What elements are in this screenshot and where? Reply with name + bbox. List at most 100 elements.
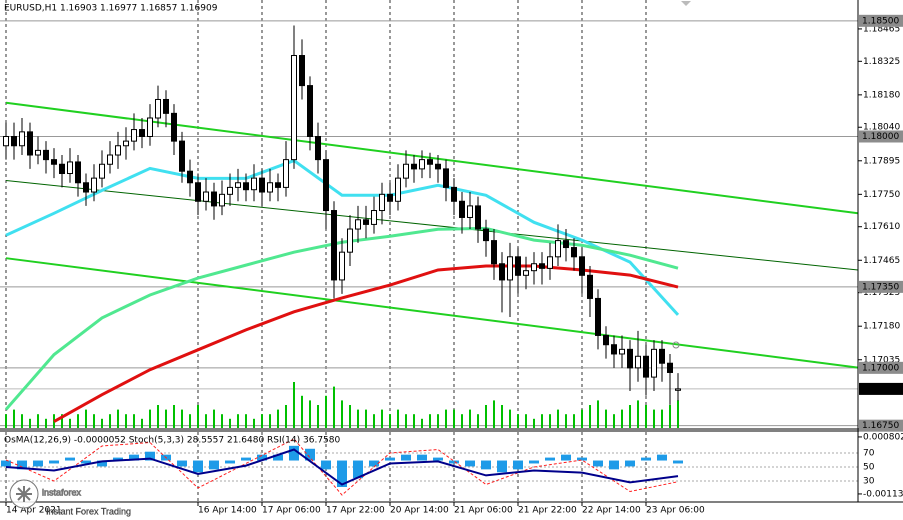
candle-body [347,228,353,253]
candle-body [451,186,457,202]
candle-body [91,177,97,193]
volume-bar [589,405,591,428]
volume-bar [525,414,527,428]
volume-bar [221,414,223,428]
volume-bar [309,400,311,428]
volume-bar [133,414,135,428]
stoch-line [5,438,679,496]
volume-bar [85,409,87,428]
y-tick-label: 1.17610 [863,222,900,232]
volume-bar [45,418,47,428]
x-tick-label: 17 Apr 06:00 [262,506,321,516]
osma-bar [337,460,347,487]
osma-bar [241,457,251,461]
candle-body [115,145,121,156]
x-tick-label: 21 Apr 22:00 [518,506,577,516]
candle-body [131,129,137,142]
volume-bar [613,414,615,428]
osma-bar [545,457,555,461]
volume-bar [405,414,407,428]
trend-line [5,179,858,271]
osma-bar [673,460,683,464]
volume-bar [661,409,663,428]
watermark-brand: instaforex [42,487,82,497]
candle-body [323,159,329,212]
candle-body [627,348,633,369]
volume-bar [341,400,343,428]
trend-line [5,257,858,369]
candle-body [443,168,449,188]
candle-body [203,191,209,202]
osma-bar [369,460,379,467]
volume-bar [645,405,647,428]
candle-body [11,135,17,147]
candle-body [155,98,161,119]
volume-bar [429,414,431,428]
candle-body [195,182,201,202]
candle-body [643,355,649,378]
volume-bar [357,409,359,428]
candle-body [515,256,521,276]
volume-bar [509,409,511,428]
osma-bar [145,451,155,461]
osma-bar [529,460,539,464]
volume-bar [5,414,7,428]
volume-bar [541,414,543,428]
candle-body [603,334,609,346]
indicator-title: OsMA(12,26,9) -0.0000052 Stoch(5,3,3) 28… [4,436,340,446]
volume-bar [189,414,191,428]
y-tick-label: 1.18180 [863,90,900,100]
volume-bar [453,409,455,428]
candle-body [651,348,657,378]
candle-body [539,263,545,269]
volume-bar [149,409,151,428]
candle-body [43,149,49,161]
volume-bar [517,414,519,428]
level-label-bg [859,419,903,432]
volume-bar [597,400,599,428]
volume-bar [365,409,367,428]
candle-body [411,163,417,170]
rsi-line [5,448,679,486]
volume-bar [557,409,559,428]
candle-body [267,182,273,193]
osma-bar [417,454,427,461]
volume-bar [445,409,447,428]
osma-bar [273,454,283,461]
candle-body [171,112,177,142]
volume-bar [549,414,551,428]
y-tick-label: 1.17465 [863,256,900,266]
level-label-bg [859,14,903,27]
volume-bar [117,409,119,428]
candle-body [611,344,617,355]
candle-body [635,355,641,369]
level-label: 1.17000 [862,363,899,373]
watermark: instaforex Instant Forex Trading [9,479,131,517]
candle-body [147,117,153,137]
pane-tick-label: 70 [863,449,875,459]
candle-body [483,228,489,242]
volume-bar [565,414,567,428]
volume-bar [397,409,399,428]
indicator-pane [0,432,858,502]
level-label: 1.17350 [862,282,899,292]
volume-bar [197,405,199,428]
candle-body [395,177,401,202]
candle-body [379,193,385,212]
osma-bar [289,445,299,461]
osma-bar [97,460,107,467]
x-tick-label: 22 Apr 14:00 [582,506,641,516]
volume-bar [437,414,439,428]
osma-bar [321,460,331,470]
candle-body [459,200,465,218]
candle-body [595,297,601,336]
volume-bar [173,405,175,428]
osma-bar [641,457,651,461]
candle-body [427,159,433,165]
candle-body [27,131,33,156]
level-label-bg [859,130,903,143]
volume-bar [605,409,607,428]
candle-body [99,163,105,179]
volume-bar [69,418,71,428]
osma-bar [177,460,187,467]
